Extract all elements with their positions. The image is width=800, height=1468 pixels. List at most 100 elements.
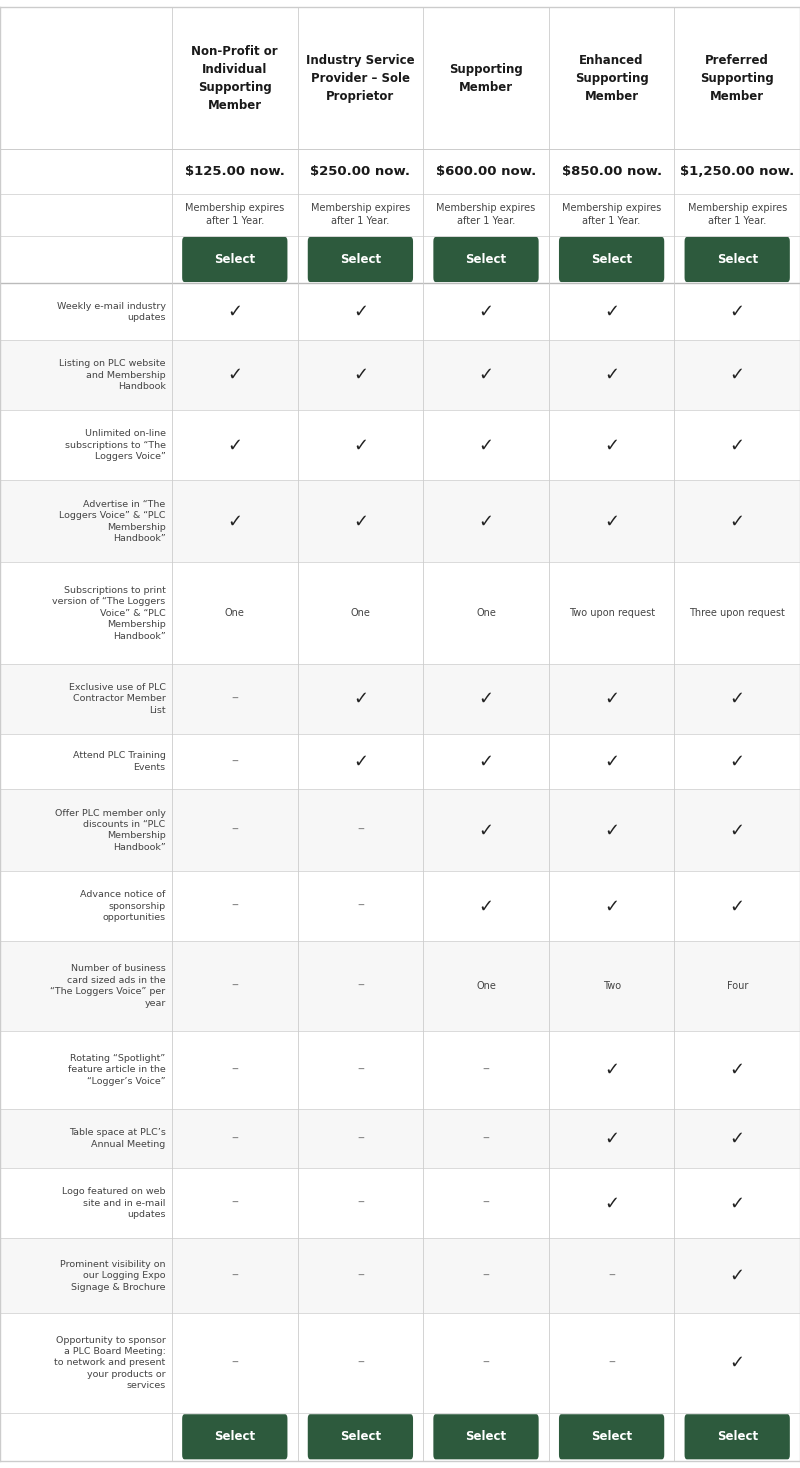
Text: –: – xyxy=(357,1132,364,1145)
FancyBboxPatch shape xyxy=(685,236,790,282)
Text: ✓: ✓ xyxy=(604,897,619,916)
Text: ✓: ✓ xyxy=(604,753,619,771)
Text: –: – xyxy=(231,691,238,706)
Bar xyxy=(0,194,800,236)
Text: $600.00 now.: $600.00 now. xyxy=(436,164,536,178)
Bar xyxy=(0,236,800,283)
Bar xyxy=(0,1312,800,1412)
Text: ✓: ✓ xyxy=(353,436,368,454)
Text: Weekly e-mail industry
updates: Weekly e-mail industry updates xyxy=(57,301,166,321)
Bar xyxy=(0,1412,800,1461)
Text: ✓: ✓ xyxy=(730,1267,745,1284)
Text: $850.00 now.: $850.00 now. xyxy=(562,164,662,178)
Text: –: – xyxy=(357,824,364,837)
Text: ✓: ✓ xyxy=(227,302,242,320)
Text: –: – xyxy=(357,1356,364,1370)
Bar xyxy=(0,1108,800,1169)
Bar xyxy=(0,941,800,1031)
Text: –: – xyxy=(482,1063,490,1076)
Text: Membership expires
after 1 Year.: Membership expires after 1 Year. xyxy=(310,203,410,226)
Text: One: One xyxy=(476,608,496,618)
Text: ✓: ✓ xyxy=(353,690,368,708)
Text: ✓: ✓ xyxy=(604,1129,619,1148)
Text: –: – xyxy=(357,1268,364,1283)
Bar xyxy=(0,562,800,664)
Text: Attend PLC Training
Events: Attend PLC Training Events xyxy=(73,752,166,772)
Text: ✓: ✓ xyxy=(353,512,368,530)
Text: Membership expires
after 1 Year.: Membership expires after 1 Year. xyxy=(687,203,787,226)
Text: Select: Select xyxy=(717,252,758,266)
Text: Select: Select xyxy=(717,1430,758,1443)
Text: Two: Two xyxy=(602,981,621,991)
Bar xyxy=(0,150,800,194)
Text: Supporting
Member: Supporting Member xyxy=(449,63,523,94)
Bar xyxy=(0,410,800,480)
Text: ✓: ✓ xyxy=(604,512,619,530)
Text: ✓: ✓ xyxy=(730,753,745,771)
Text: –: – xyxy=(608,1356,615,1370)
Text: Select: Select xyxy=(591,1430,632,1443)
Text: ✓: ✓ xyxy=(730,436,745,454)
Text: Non-Profit or
Individual
Supporting
Member: Non-Profit or Individual Supporting Memb… xyxy=(191,44,278,112)
Text: ✓: ✓ xyxy=(478,366,494,385)
Text: ✓: ✓ xyxy=(478,821,494,840)
Bar xyxy=(0,664,800,734)
Text: –: – xyxy=(482,1132,490,1145)
Text: ✓: ✓ xyxy=(730,690,745,708)
Text: ✓: ✓ xyxy=(730,1061,745,1079)
Bar xyxy=(0,480,800,562)
Text: Listing on PLC website
and Membership
Handbook: Listing on PLC website and Membership Ha… xyxy=(59,360,166,390)
Bar xyxy=(0,734,800,790)
Text: Table space at PLC’s
Annual Meeting: Table space at PLC’s Annual Meeting xyxy=(69,1127,166,1148)
Text: ✓: ✓ xyxy=(730,1353,745,1373)
Text: Enhanced
Supporting
Member: Enhanced Supporting Member xyxy=(574,54,649,103)
Text: ✓: ✓ xyxy=(353,366,368,385)
Text: Three upon request: Three upon request xyxy=(690,608,785,618)
Text: ✓: ✓ xyxy=(478,897,494,916)
Text: ✓: ✓ xyxy=(730,512,745,530)
FancyBboxPatch shape xyxy=(685,1414,790,1459)
Text: –: – xyxy=(357,1196,364,1210)
Text: Membership expires
after 1 Year.: Membership expires after 1 Year. xyxy=(562,203,662,226)
Text: Opportunity to sponsor
a PLC Board Meeting:
to network and present
your products: Opportunity to sponsor a PLC Board Meeti… xyxy=(54,1336,166,1390)
Text: –: – xyxy=(482,1196,490,1210)
Bar xyxy=(0,283,800,341)
Text: Unlimited on-line
subscriptions to “The
Loggers Voice”: Unlimited on-line subscriptions to “The … xyxy=(65,429,166,461)
Text: –: – xyxy=(231,1132,238,1145)
Text: ✓: ✓ xyxy=(730,1195,745,1213)
Text: Subscriptions to print
version of “The Loggers
Voice” & “PLC
Membership
Handbook: Subscriptions to print version of “The L… xyxy=(52,586,166,640)
Text: ✓: ✓ xyxy=(604,366,619,385)
Text: Select: Select xyxy=(340,1430,381,1443)
FancyBboxPatch shape xyxy=(559,1414,664,1459)
Text: $250.00 now.: $250.00 now. xyxy=(310,164,410,178)
Text: –: – xyxy=(231,900,238,913)
Text: Advertise in “The
Loggers Voice” & “PLC
Membership
Handbook”: Advertise in “The Loggers Voice” & “PLC … xyxy=(59,499,166,543)
Text: Membership expires
after 1 Year.: Membership expires after 1 Year. xyxy=(436,203,536,226)
Bar xyxy=(0,790,800,872)
Text: Advance notice of
sponsorship
opportunities: Advance notice of sponsorship opportunit… xyxy=(80,891,166,922)
Text: $125.00 now.: $125.00 now. xyxy=(185,164,285,178)
FancyBboxPatch shape xyxy=(434,236,538,282)
Text: ✓: ✓ xyxy=(730,1129,745,1148)
Text: –: – xyxy=(231,824,238,837)
Text: Offer PLC member only
discounts in “PLC
Membership
Handbook”: Offer PLC member only discounts in “PLC … xyxy=(54,809,166,851)
Text: One: One xyxy=(476,981,496,991)
Text: ✓: ✓ xyxy=(604,1061,619,1079)
Text: Select: Select xyxy=(466,252,506,266)
Text: Select: Select xyxy=(340,252,381,266)
FancyBboxPatch shape xyxy=(308,236,413,282)
Text: ✓: ✓ xyxy=(227,366,242,385)
Text: –: – xyxy=(231,755,238,769)
Text: ✓: ✓ xyxy=(478,690,494,708)
Text: Membership expires
after 1 Year.: Membership expires after 1 Year. xyxy=(185,203,285,226)
Text: ✓: ✓ xyxy=(604,821,619,840)
Text: –: – xyxy=(231,1268,238,1283)
Text: –: – xyxy=(482,1268,490,1283)
Text: Select: Select xyxy=(591,252,632,266)
Text: ✓: ✓ xyxy=(227,436,242,454)
Bar xyxy=(0,1169,800,1239)
Text: $1,250.00 now.: $1,250.00 now. xyxy=(680,164,794,178)
Text: Select: Select xyxy=(466,1430,506,1443)
Text: –: – xyxy=(231,1356,238,1370)
Text: ✓: ✓ xyxy=(478,436,494,454)
